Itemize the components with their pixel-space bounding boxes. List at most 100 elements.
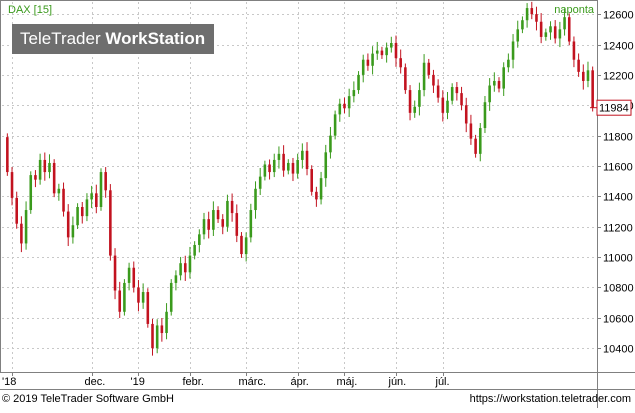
candle-body bbox=[390, 43, 393, 48]
candle bbox=[118, 281, 122, 319]
candle bbox=[109, 184, 112, 261]
footer: © 2019 TeleTrader Software GmbH https://… bbox=[0, 390, 635, 408]
candle bbox=[516, 20, 520, 48]
candle bbox=[511, 34, 515, 69]
candle-body bbox=[282, 153, 285, 171]
candle bbox=[66, 204, 70, 247]
candle bbox=[226, 194, 229, 232]
candle-body bbox=[244, 237, 248, 255]
candle bbox=[577, 53, 580, 77]
x-tick-label: febr. bbox=[183, 376, 204, 388]
candle bbox=[478, 123, 482, 162]
candle bbox=[544, 28, 548, 41]
candle bbox=[57, 183, 61, 201]
candle bbox=[221, 214, 225, 235]
candle-body bbox=[296, 159, 299, 174]
candle-body bbox=[497, 80, 501, 89]
candle bbox=[474, 134, 477, 158]
candle bbox=[212, 201, 215, 237]
candle-body bbox=[226, 200, 229, 227]
candle bbox=[390, 36, 393, 53]
candle bbox=[263, 160, 267, 181]
candle bbox=[507, 53, 510, 73]
candle bbox=[141, 283, 145, 309]
candle-body bbox=[464, 105, 468, 124]
last-value-marker: 11984 bbox=[596, 99, 632, 116]
candle bbox=[287, 159, 290, 175]
candle-body bbox=[263, 164, 267, 177]
candle-body bbox=[352, 90, 356, 97]
candle-body bbox=[127, 267, 131, 283]
candle bbox=[483, 95, 487, 134]
candle bbox=[525, 3, 529, 28]
candle-body bbox=[141, 292, 145, 303]
candle bbox=[357, 71, 360, 94]
y-tick-label: 11800 bbox=[603, 132, 633, 144]
candle bbox=[282, 145, 285, 177]
candle bbox=[469, 114, 473, 145]
candle bbox=[305, 142, 309, 176]
candle-body bbox=[315, 191, 318, 200]
candle bbox=[71, 216, 75, 244]
candle-body bbox=[319, 178, 323, 200]
candle bbox=[408, 85, 412, 121]
y-tick-label: 12600 bbox=[603, 10, 634, 22]
candle bbox=[436, 79, 440, 103]
y-tick-label: 12400 bbox=[603, 41, 634, 53]
candle-body bbox=[394, 43, 398, 59]
candle-body bbox=[301, 150, 304, 160]
candle-body bbox=[99, 172, 103, 207]
candle bbox=[380, 46, 384, 59]
x-tick-label: dec. bbox=[85, 376, 106, 388]
y-tick-label: 11600 bbox=[603, 162, 633, 174]
candle-body bbox=[544, 32, 548, 37]
candle-body bbox=[24, 210, 28, 244]
candle bbox=[521, 16, 524, 34]
candle-body bbox=[380, 50, 384, 56]
candle-body bbox=[474, 138, 477, 154]
candle bbox=[399, 49, 402, 74]
candle-body bbox=[179, 263, 182, 276]
candle-body bbox=[193, 244, 196, 256]
watermark-brand: TeleTrader bbox=[20, 29, 101, 48]
candle bbox=[572, 36, 576, 68]
candle-body bbox=[371, 53, 374, 66]
candle-body bbox=[582, 71, 585, 81]
candle-body bbox=[71, 225, 75, 238]
candle bbox=[123, 279, 126, 316]
candle-body bbox=[277, 153, 281, 160]
candle-body bbox=[15, 197, 18, 224]
candle bbox=[113, 248, 117, 300]
candle-body bbox=[169, 282, 173, 312]
period-label: naponta bbox=[554, 4, 595, 16]
candle-body bbox=[305, 150, 309, 170]
candle-body bbox=[207, 219, 210, 230]
candle-body bbox=[549, 26, 552, 33]
footer-url[interactable]: https://workstation.teletrader.com bbox=[469, 393, 631, 405]
candle bbox=[10, 167, 14, 206]
candle-body bbox=[460, 93, 463, 106]
candle bbox=[563, 8, 566, 36]
candle-body bbox=[404, 67, 407, 91]
candle bbox=[24, 201, 28, 250]
candle-body bbox=[291, 162, 295, 174]
candle-body bbox=[324, 152, 328, 179]
candle bbox=[179, 256, 182, 281]
candle bbox=[329, 126, 332, 159]
candle bbox=[258, 167, 262, 196]
candle bbox=[441, 90, 445, 122]
candle-body bbox=[591, 70, 594, 108]
candle-body bbox=[90, 193, 93, 200]
candle bbox=[127, 262, 131, 291]
candle bbox=[268, 159, 271, 180]
candle bbox=[338, 98, 342, 122]
y-tick-label: 11000 bbox=[603, 253, 633, 265]
candle-body bbox=[240, 235, 243, 255]
candle-body bbox=[268, 164, 271, 173]
candle bbox=[553, 20, 557, 44]
candle bbox=[95, 184, 98, 214]
grid bbox=[2, 2, 596, 371]
